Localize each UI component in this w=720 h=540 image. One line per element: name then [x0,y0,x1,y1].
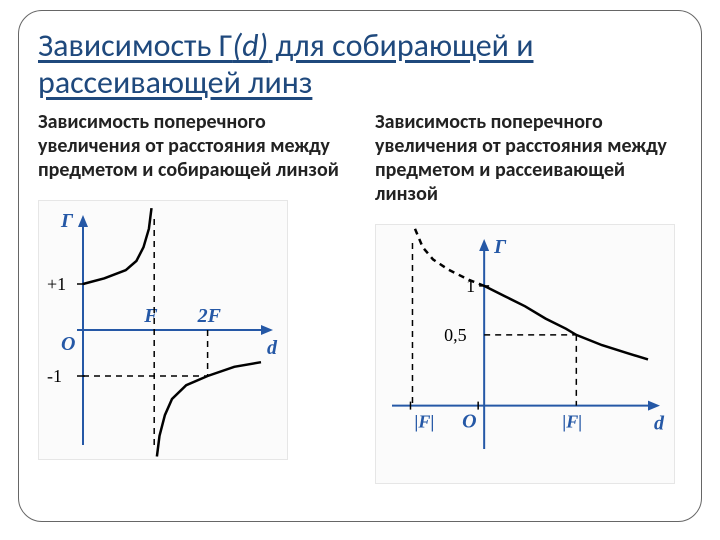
slide-title: Зависимость Г(d) для собирающей и рассеи… [38,28,682,102]
right-chart: Гd O 1 0,5 |F| |F| [375,224,675,484]
svg-text:-1: -1 [47,366,62,386]
svg-text:1: 1 [466,276,475,296]
svg-text:Г: Г [60,210,74,232]
svg-text:0,5: 0,5 [444,324,467,344]
svg-text:Г: Г [493,236,507,258]
svg-text:O: O [61,333,75,355]
svg-text:|F|: |F| [414,411,434,431]
svg-text:2F: 2F [197,305,222,327]
right-column: Зависимость поперечного увеличения от ра… [375,110,682,484]
title-italic: (d) [232,26,268,65]
left-chart: Гd O +1 -1 F 2F [38,200,288,460]
svg-text:|F|: |F| [562,411,582,431]
svg-text:d: d [267,337,278,359]
title-pre: Зависимость Г [38,26,232,65]
columns: Зависимость поперечного увеличения от ра… [38,110,682,484]
svg-text:+1: +1 [47,274,66,294]
right-subtitle: Зависимость поперечного увеличения от ра… [375,110,682,206]
slide-root: Зависимость Г(d) для собирающей и рассеи… [0,0,720,540]
svg-text:F: F [143,305,158,327]
left-column: Зависимость поперечного увеличения от ра… [38,110,345,484]
left-subtitle: Зависимость поперечного увеличения от ра… [38,110,345,182]
svg-text:O: O [462,410,476,432]
svg-text:d: d [654,412,665,434]
